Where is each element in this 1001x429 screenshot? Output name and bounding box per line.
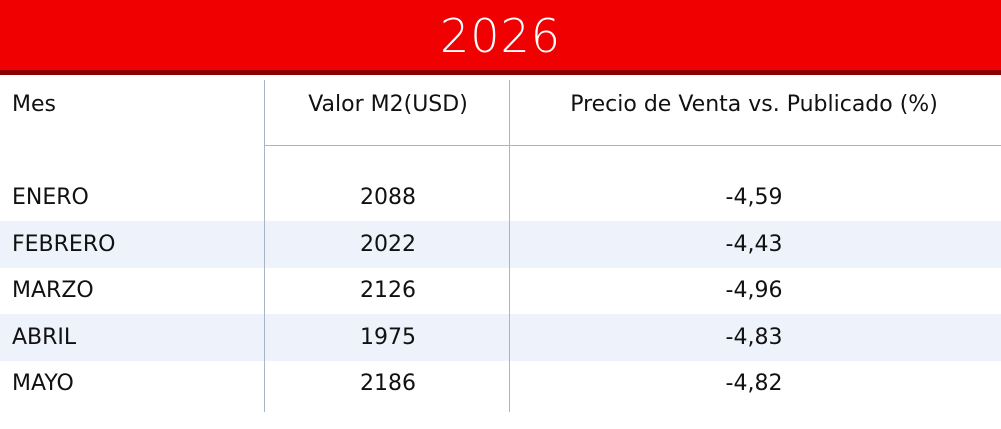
percent-cell: -4,83 [725,324,783,350]
month-cell: FEBRERO [12,231,116,257]
month-cell: ENERO [12,185,89,210]
title: 2026 [439,9,562,63]
month-cell: MARZO [12,278,94,303]
percent-cell: -4,82 [725,371,783,396]
month-cell: ABRIL [12,324,77,350]
column-header: Precio de Venta vs. Publicado (%) [570,92,938,117]
percent-cell: -4,96 [725,278,783,303]
value-cell: 2022 [360,231,416,257]
row-stripe [0,314,1001,361]
percent-cell: -4,43 [725,231,783,257]
value-cell: 2126 [360,278,416,303]
percent-cell: -4,59 [725,185,783,210]
column-divider [509,80,510,412]
column-divider [264,80,265,412]
row-stripe [0,221,1001,268]
value-cell: 2088 [360,185,416,210]
column-header: Valor M2(USD) [308,92,468,117]
month-cell: MAYO [12,371,74,396]
value-cell: 2186 [360,371,416,396]
value-cell: 1975 [360,324,416,350]
column-header: Mes [12,92,56,117]
title-banner [0,0,1001,75]
header-divider [264,145,1001,146]
